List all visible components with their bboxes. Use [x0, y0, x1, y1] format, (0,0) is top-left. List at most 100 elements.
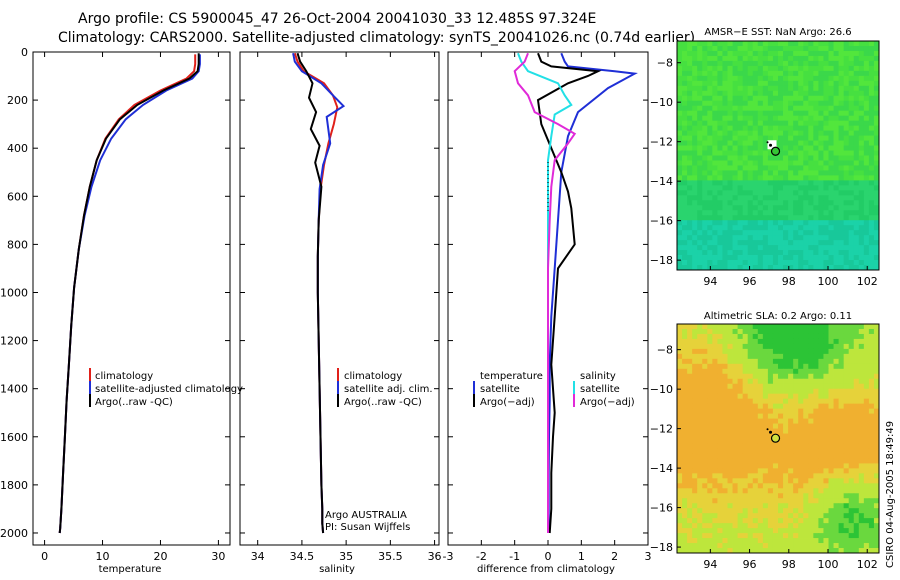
heatmap-cell	[687, 105, 693, 112]
heatmap-cell	[813, 473, 819, 479]
heatmap-cell	[848, 368, 855, 375]
heatmap-cell	[863, 115, 870, 122]
heatmap-cell	[813, 363, 819, 370]
heatmap-cell	[788, 45, 794, 52]
heatmap-cell	[757, 135, 764, 141]
heatmap-cell	[762, 145, 769, 151]
heatmap-cell	[813, 538, 819, 544]
heatmap-cell	[732, 463, 738, 469]
heatmap-cell	[868, 250, 875, 256]
heatmap-cell	[752, 65, 759, 72]
heatmap-cell	[823, 85, 829, 92]
heatmap-cell	[793, 165, 799, 171]
heatmap-cell	[722, 508, 728, 514]
heatmap-cell	[778, 45, 784, 52]
heatmap-cell	[752, 160, 759, 166]
heatmap-cell	[677, 41, 683, 47]
heatmap-cell	[702, 333, 708, 340]
heatmap-cell	[843, 378, 850, 385]
heatmap-cell	[727, 255, 733, 261]
heatmap-cell	[717, 433, 723, 439]
heatmap-cell	[687, 528, 693, 534]
heatmap-cell	[747, 383, 754, 390]
heatmap-cell	[793, 508, 799, 514]
heatmap-cell	[833, 45, 839, 52]
heatmap-cell	[793, 135, 799, 141]
heatmap-cell	[772, 528, 779, 534]
heatmap-cell	[798, 90, 804, 97]
heatmap-cell	[853, 493, 860, 499]
heatmap-cell	[863, 383, 870, 390]
heatmap-cell	[757, 60, 764, 67]
heatmap-cell	[767, 185, 774, 191]
heatmap-cell	[722, 110, 728, 117]
heatmap-cell	[848, 543, 855, 549]
heatmap-cell	[808, 60, 814, 67]
heatmap-cell	[737, 175, 744, 181]
heatmap-cell	[762, 265, 769, 271]
heatmap-cell	[772, 543, 779, 549]
heatmap-cell	[767, 324, 774, 330]
heatmap-cell	[868, 185, 875, 191]
heatmap-cell	[803, 443, 809, 449]
heatmap-cell	[833, 175, 839, 181]
heatmap-cell	[687, 478, 693, 484]
heatmap-cell	[843, 255, 850, 261]
heatmap-cell	[767, 45, 774, 52]
heatmap-cell	[682, 260, 688, 266]
heatmap-cell	[692, 225, 698, 231]
heatmap-cell	[813, 90, 819, 97]
heatmap-cell	[762, 180, 769, 186]
heatmap-cell	[692, 393, 698, 400]
heatmap-cell	[757, 368, 764, 375]
heatmap-cell	[707, 408, 713, 415]
x-tick-label: -3	[443, 550, 454, 563]
x-tick-label: 35	[339, 550, 353, 563]
heatmap-cell	[853, 428, 860, 434]
heatmap-cell	[717, 513, 723, 519]
heatmap-cell	[828, 473, 834, 479]
heatmap-cell	[727, 343, 733, 350]
heatmap-cell	[757, 175, 764, 181]
heatmap-cell	[863, 473, 870, 479]
heatmap-cell	[737, 353, 744, 360]
heatmap-cell	[783, 170, 789, 176]
heatmap-cell	[707, 200, 713, 206]
heatmap-cell	[793, 250, 799, 256]
heatmap-cell	[677, 353, 683, 360]
heatmap-cell	[778, 150, 784, 156]
heatmap-cell	[783, 90, 789, 97]
heatmap-cell	[702, 468, 708, 474]
heatmap-cell	[687, 230, 693, 236]
heatmap-cell	[803, 328, 809, 335]
heatmap-cell	[772, 50, 779, 57]
heatmap-cell	[692, 115, 698, 122]
heatmap-cell	[717, 478, 723, 484]
heatmap-cell	[727, 210, 733, 216]
heatmap-cell	[793, 195, 799, 201]
heatmap-cell	[742, 70, 749, 77]
heatmap-cell	[803, 200, 809, 206]
heatmap-cell	[858, 333, 865, 340]
heatmap-cell	[722, 230, 728, 236]
heatmap-cell	[858, 463, 865, 469]
heatmap-cell	[858, 388, 865, 395]
heatmap-cell	[798, 403, 804, 410]
heatmap-cell	[853, 398, 860, 405]
heatmap-cell	[717, 383, 723, 390]
heatmap-cell	[702, 513, 708, 519]
heatmap-cell	[863, 438, 870, 444]
heatmap-cell	[707, 348, 713, 355]
heatmap-cell	[833, 55, 839, 62]
heatmap-cell	[798, 190, 804, 196]
heatmap-cell	[727, 90, 733, 97]
heatmap-cell	[788, 528, 794, 534]
heatmap-cell	[722, 250, 728, 256]
heatmap-cell	[808, 368, 814, 375]
heatmap-cell	[697, 348, 703, 355]
heatmap-cell	[737, 368, 744, 375]
heatmap-cell	[843, 368, 850, 375]
heatmap-cell	[838, 80, 845, 87]
heatmap-cell	[848, 363, 855, 370]
heatmap-cell	[757, 468, 764, 474]
